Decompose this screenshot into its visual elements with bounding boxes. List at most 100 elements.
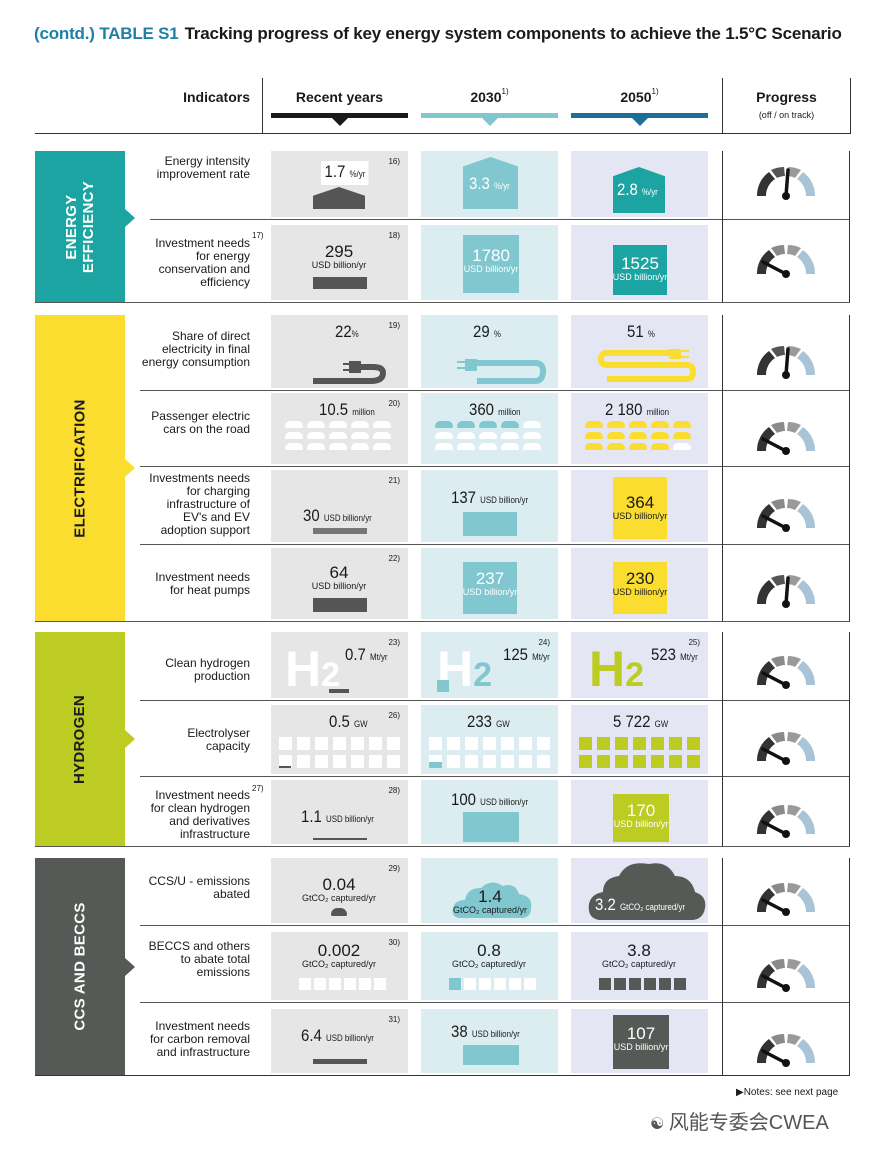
value: 1.4 GtCO₂ captured/yr (452, 887, 528, 915)
value-bar (313, 838, 367, 840)
indicator-label: Investments needs for charging infrastru… (149, 471, 250, 537)
capacity-square (483, 755, 496, 768)
header-progress: Progress (756, 89, 817, 105)
car-icon (373, 432, 391, 439)
progress-gauge-icon (751, 566, 821, 615)
value: 6.4 USD billion/yr (301, 1026, 374, 1045)
indicator-label: Electrolyser capacity (187, 726, 250, 753)
section-electrification: ELECTRIFICATION (35, 315, 135, 621)
value: 29 % (473, 322, 501, 341)
value: 107 USD billion/yr (613, 1024, 669, 1052)
value: 1.7 %/yr (321, 161, 369, 185)
capacity-square (597, 755, 610, 768)
capture-square (464, 978, 476, 990)
cell-recent: 1.7 %/yr 16) (271, 151, 408, 217)
car-icon (351, 443, 369, 450)
section-label: CCS AND BECCS (71, 902, 89, 1031)
header-progress-sub: (off / on track) (758, 110, 815, 120)
capture-square (299, 978, 311, 990)
header-2050-bar (571, 113, 708, 118)
progress-gauge-icon (751, 236, 821, 285)
cell-recent: 6.4 USD billion/yr 31) (271, 1009, 408, 1073)
value-box (463, 235, 519, 293)
value: 137 USD billion/yr (451, 488, 529, 507)
value-bar (313, 1059, 367, 1064)
value: 51 % (627, 322, 655, 341)
capacity-fill (429, 762, 442, 768)
value: 64 USD billion/yr (311, 563, 367, 591)
car-icon (285, 432, 303, 439)
progress-gauge-icon (751, 158, 821, 207)
section-label: ELECTRIFICATION (71, 398, 89, 538)
capacity-square (669, 737, 682, 750)
section-label: HYDROGEN (71, 694, 89, 784)
car-icon (501, 443, 519, 450)
capacity-square (579, 755, 592, 768)
capture-square (674, 978, 686, 990)
row-rule (140, 466, 850, 467)
plug-icon (457, 359, 547, 384)
progress-gauge-icon (751, 796, 821, 845)
capture-square (359, 978, 371, 990)
car-icon (457, 421, 475, 428)
h2-icon: H2 (589, 641, 645, 697)
car-icon (307, 432, 325, 439)
cell-2050: 170 USD billion/yr (571, 780, 708, 844)
capacity-square (333, 755, 346, 768)
car-icon (501, 421, 519, 428)
value-box (613, 1015, 669, 1069)
section-pointer (125, 209, 135, 227)
triangle-icon: ▶ (736, 1087, 744, 1098)
car-icon (585, 432, 603, 439)
header-2050: 20501) (620, 87, 659, 105)
capacity-square (297, 755, 310, 768)
cell-2030: H2 125 Mt/yr 24) (421, 632, 558, 698)
cell-2030: 29 % (421, 315, 558, 388)
value-bar (463, 512, 517, 536)
car-icon (629, 443, 647, 450)
header-2030-bar (421, 113, 558, 118)
cell-2050: 2.8 %/yr (571, 151, 708, 217)
capacity-square (315, 737, 328, 750)
h2-icon: H2 (285, 641, 341, 697)
indicator-label: BECCS and others to abate total emission… (148, 939, 250, 979)
value-bar (313, 598, 367, 612)
capture-square (449, 978, 461, 990)
progress-gauge-icon (751, 337, 821, 386)
capture-square (494, 978, 506, 990)
car-icon (307, 443, 325, 450)
progress-gauge-icon (751, 413, 821, 462)
car-icon (629, 421, 647, 428)
value: 3.8 GtCO₂ captured/yr (601, 941, 677, 969)
car-icon (285, 421, 303, 428)
car-icon (373, 443, 391, 450)
value-bar (463, 812, 519, 842)
value: 3.3 %/yr (469, 174, 510, 193)
progress-gauge-icon (751, 647, 821, 696)
cell-2030: 0.8 GtCO₂ captured/yr (421, 932, 558, 1000)
car-icon (651, 432, 669, 439)
progress-gauge-icon (751, 723, 821, 772)
capacity-square (615, 755, 628, 768)
header-2030-pointer (482, 118, 498, 126)
car-icon (457, 443, 475, 450)
capture-square (374, 978, 386, 990)
capacity-square (351, 755, 364, 768)
car-icon (501, 432, 519, 439)
cell-2050: 3.8 GtCO₂ captured/yr (571, 932, 708, 1000)
value: 1.1 USD billion/yr (301, 807, 374, 826)
capture-square (479, 978, 491, 990)
car-icon (629, 432, 647, 439)
notes-link[interactable]: ▶Notes: see next page (736, 1087, 839, 1098)
capacity-square (501, 737, 514, 750)
footnote-ref: 21) (388, 476, 400, 485)
capacity-square (519, 737, 532, 750)
row-rule (140, 700, 850, 701)
watermark: ☯ 风能专委会CWEA (650, 1112, 829, 1134)
capacity-square (297, 737, 310, 750)
value: 295 USD billion/yr (311, 242, 367, 270)
cell-2030: 233 GW (421, 705, 558, 774)
capacity-square (537, 755, 550, 768)
car-icon (607, 432, 625, 439)
value: 230 USD billion/yr (612, 569, 668, 597)
